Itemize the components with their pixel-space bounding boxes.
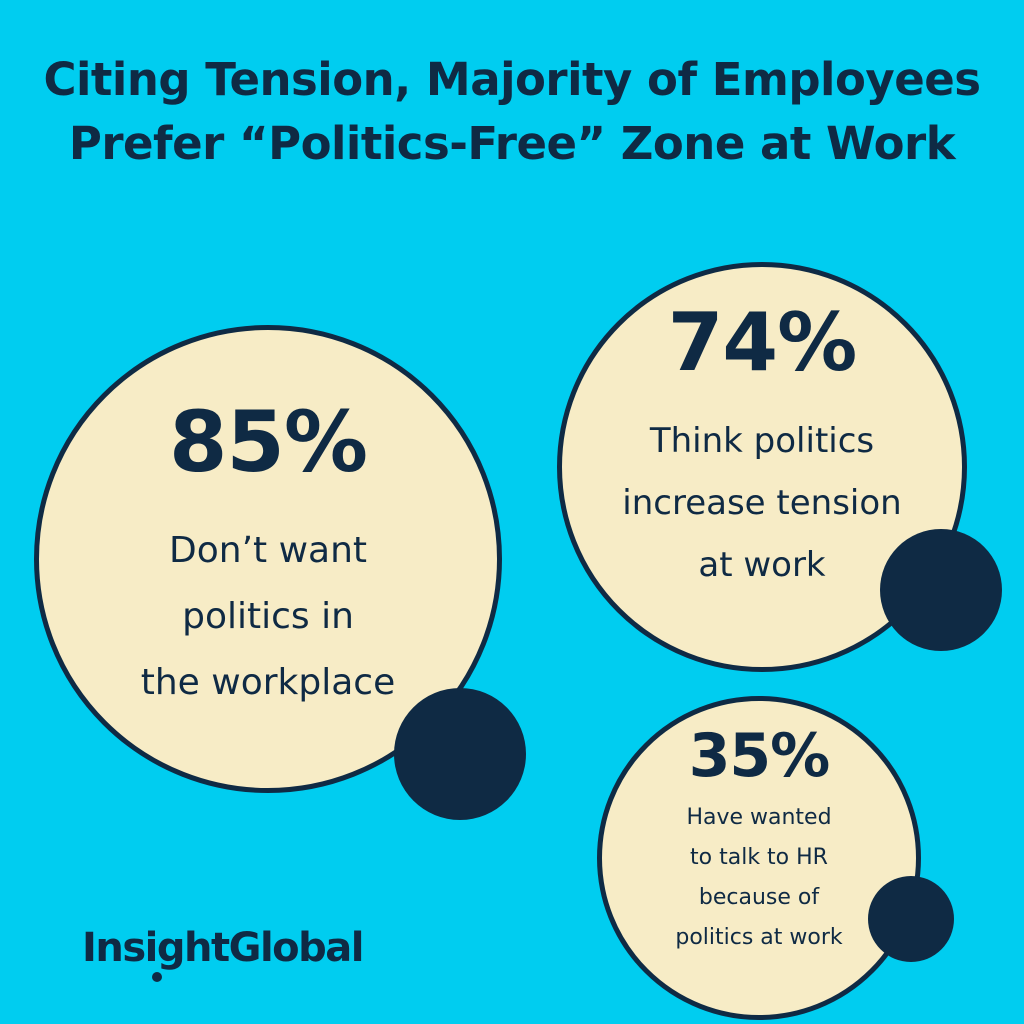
title-line-1: Citing Tension, Majority of Employees xyxy=(43,53,981,106)
decorative-dot xyxy=(868,876,954,962)
stat-description-line: at work xyxy=(698,545,826,585)
decorative-dot xyxy=(880,529,1002,651)
page-title: Citing Tension, Majority of Employees Pr… xyxy=(0,48,1024,176)
stat-value: 35% xyxy=(688,721,831,791)
stat-description: Have wanted to talk to HR because of pol… xyxy=(602,798,916,958)
stat-description-line: the workplace xyxy=(140,662,396,703)
stat-bubble-74: 74% Think politics increase tension at w… xyxy=(557,262,967,672)
stat-description-line: because of xyxy=(698,885,820,910)
title-line-2: Prefer “Politics-Free” Zone at Work xyxy=(68,117,956,170)
stat-description-line: increase tension xyxy=(622,483,902,523)
logo-dot-icon xyxy=(152,972,162,982)
insight-global-logo: InsightGlobal xyxy=(82,925,364,971)
stat-value: 74% xyxy=(667,296,857,389)
stat-value: 85% xyxy=(168,393,368,491)
stat-description-line: politics at work xyxy=(675,925,843,950)
stat-bubble-35: 35% Have wanted to talk to HR because of… xyxy=(597,696,921,1020)
stat-description: Don’t want politics in the workplace xyxy=(39,518,497,716)
stat-description-line: Think politics xyxy=(649,421,875,461)
stat-description-line: Don’t want xyxy=(169,530,367,571)
stat-description-line: Have wanted xyxy=(686,805,832,830)
stat-description-line: to talk to HR xyxy=(690,845,828,870)
decorative-dot xyxy=(394,688,526,820)
stat-bubble-85: 85% Don’t want politics in the workplace xyxy=(34,325,502,793)
stat-description-line: politics in xyxy=(182,596,354,637)
stat-description: Think politics increase tension at work xyxy=(562,410,962,596)
